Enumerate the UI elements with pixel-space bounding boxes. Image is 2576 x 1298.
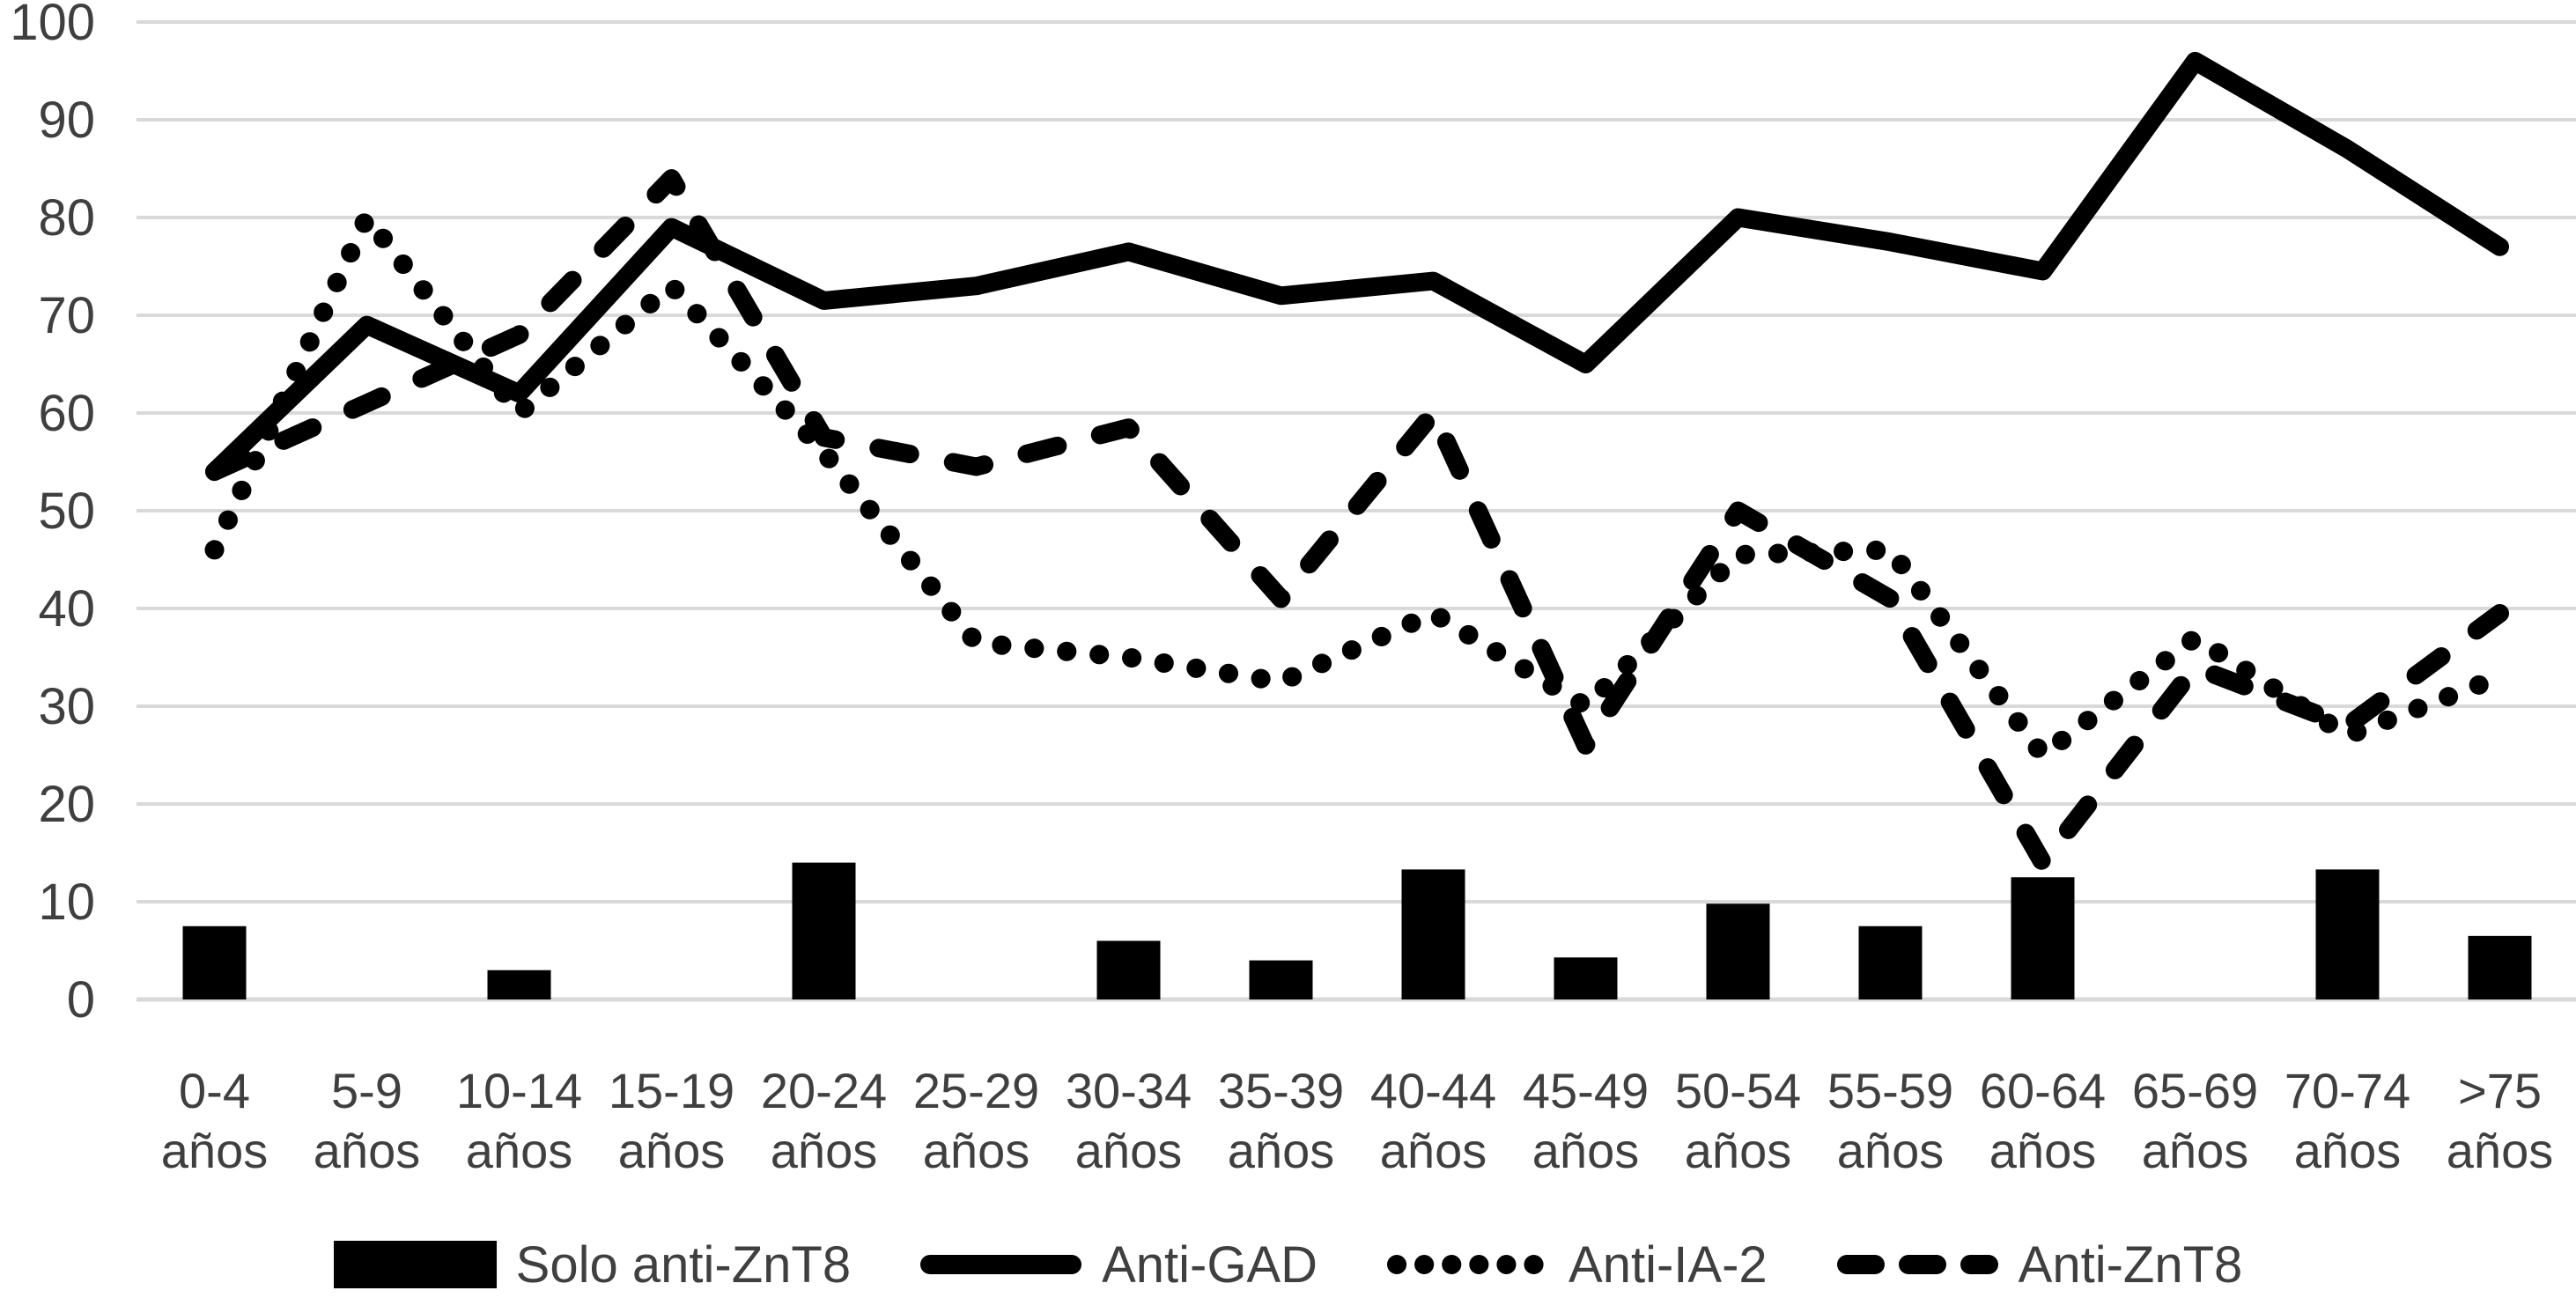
x-tick-sublabel: años — [1532, 1123, 1639, 1178]
y-tick-label: 70 — [38, 287, 95, 344]
y-tick-label: 80 — [38, 189, 95, 247]
x-tick-label: 60-64 — [1980, 1063, 2106, 1118]
y-axis-labels: 0 10 20 30 40 50 60 70 80 90 100 — [10, 0, 95, 1029]
bar-series — [182, 862, 2532, 999]
y-tick-label: 40 — [38, 580, 95, 638]
bar-solo-anti-znt8 — [1554, 957, 1618, 999]
x-tick-label: 35-39 — [1218, 1063, 1344, 1118]
x-tick-label: 50-54 — [1675, 1063, 1801, 1118]
x-tick-sublabel: años — [618, 1123, 725, 1178]
x-tick-label: 70-74 — [2284, 1063, 2410, 1118]
y-tick-label: 50 — [38, 483, 95, 540]
bar-solo-anti-znt8 — [792, 862, 856, 999]
x-tick-sublabel: años — [1685, 1123, 1791, 1178]
legend-item-anti-gad: Anti-GAD — [919, 1235, 1318, 1294]
y-tick-label: 90 — [38, 92, 95, 149]
solid-swatch-icon — [920, 1255, 1082, 1274]
line-anti-ia-2 — [204, 208, 2510, 765]
bar-solo-anti-znt8 — [1706, 903, 1770, 999]
x-tick-label: 30-34 — [1066, 1063, 1192, 1118]
x-tick-sublabel: años — [2142, 1123, 2248, 1178]
x-tick-label: 65-69 — [2132, 1063, 2258, 1118]
line-series — [204, 51, 2510, 873]
x-tick-label: >75 — [2458, 1063, 2542, 1118]
x-tick-label: 20-24 — [761, 1063, 887, 1118]
x-axis-labels: 0-4años5-9años10-14años15-19años20-24año… — [161, 1063, 2553, 1178]
x-tick-label: 0-4 — [179, 1063, 250, 1118]
bar-solo-anti-znt8 — [2315, 869, 2380, 999]
x-tick-label: 5-9 — [331, 1063, 402, 1118]
bar-solo-anti-znt8 — [182, 926, 247, 999]
bar-solo-anti-znt8 — [1249, 960, 1313, 999]
x-tick-sublabel: años — [2447, 1123, 2553, 1178]
y-tick-label: 100 — [10, 0, 95, 51]
y-tick-label: 20 — [38, 776, 95, 833]
y-tick-label: 10 — [38, 874, 95, 931]
dashed-swatch-icon — [1836, 1255, 1998, 1274]
x-tick-label: 10-14 — [456, 1063, 582, 1118]
x-tick-sublabel: años — [314, 1123, 420, 1178]
x-tick-sublabel: años — [1228, 1123, 1334, 1178]
legend-item-anti-ia-2: Anti-IA-2 — [1386, 1235, 1768, 1294]
x-tick-label: 45-49 — [1523, 1063, 1649, 1118]
bar-swatch-icon — [333, 1241, 497, 1288]
x-tick-sublabel: años — [1837, 1123, 1944, 1178]
bar-solo-anti-znt8 — [1401, 869, 1465, 999]
legend-label: Anti-GAD — [1102, 1235, 1318, 1294]
bar-swatch — [333, 1241, 497, 1288]
bar-solo-anti-znt8 — [1096, 940, 1161, 999]
legend-label: Anti-IA-2 — [1568, 1235, 1768, 1294]
bar-solo-anti-znt8 — [487, 970, 551, 999]
x-tick-label: 25-29 — [913, 1063, 1039, 1118]
x-tick-label: 40-44 — [1370, 1063, 1496, 1118]
dotted-swatch-icon — [1387, 1255, 1549, 1274]
legend-item-solo-anti-znt8: Solo anti-ZnT8 — [333, 1235, 852, 1294]
x-tick-sublabel: años — [161, 1123, 268, 1178]
legend-item-anti-znt8: Anti-ZnT8 — [1836, 1235, 2243, 1294]
x-tick-sublabel: años — [466, 1123, 572, 1178]
legend: Solo anti-ZnT8 Anti-GAD Anti-IA-2 Anti-ZnT8 — [0, 1231, 2576, 1298]
y-tick-label: 0 — [67, 971, 95, 1029]
bar-solo-anti-znt8 — [2011, 877, 2075, 999]
y-tick-label: 60 — [38, 385, 95, 442]
bar-solo-anti-znt8 — [1858, 926, 1923, 999]
x-tick-sublabel: años — [1380, 1123, 1487, 1178]
x-tick-sublabel: años — [2294, 1123, 2401, 1178]
x-tick-sublabel: años — [1075, 1123, 1182, 1178]
legend-label: Solo anti-ZnT8 — [515, 1235, 852, 1294]
x-tick-label: 15-19 — [609, 1063, 734, 1118]
y-tick-label: 30 — [38, 678, 95, 735]
x-tick-label: 55-59 — [1827, 1063, 1953, 1118]
line-anti-gad — [205, 51, 2509, 482]
x-tick-sublabel: años — [771, 1123, 877, 1178]
x-tick-sublabel: años — [923, 1123, 1030, 1178]
legend-label: Anti-ZnT8 — [2018, 1235, 2243, 1294]
bar-solo-anti-znt8 — [2468, 935, 2532, 999]
line-anti-znt8 — [205, 169, 2509, 873]
x-tick-sublabel: años — [1989, 1123, 2096, 1178]
